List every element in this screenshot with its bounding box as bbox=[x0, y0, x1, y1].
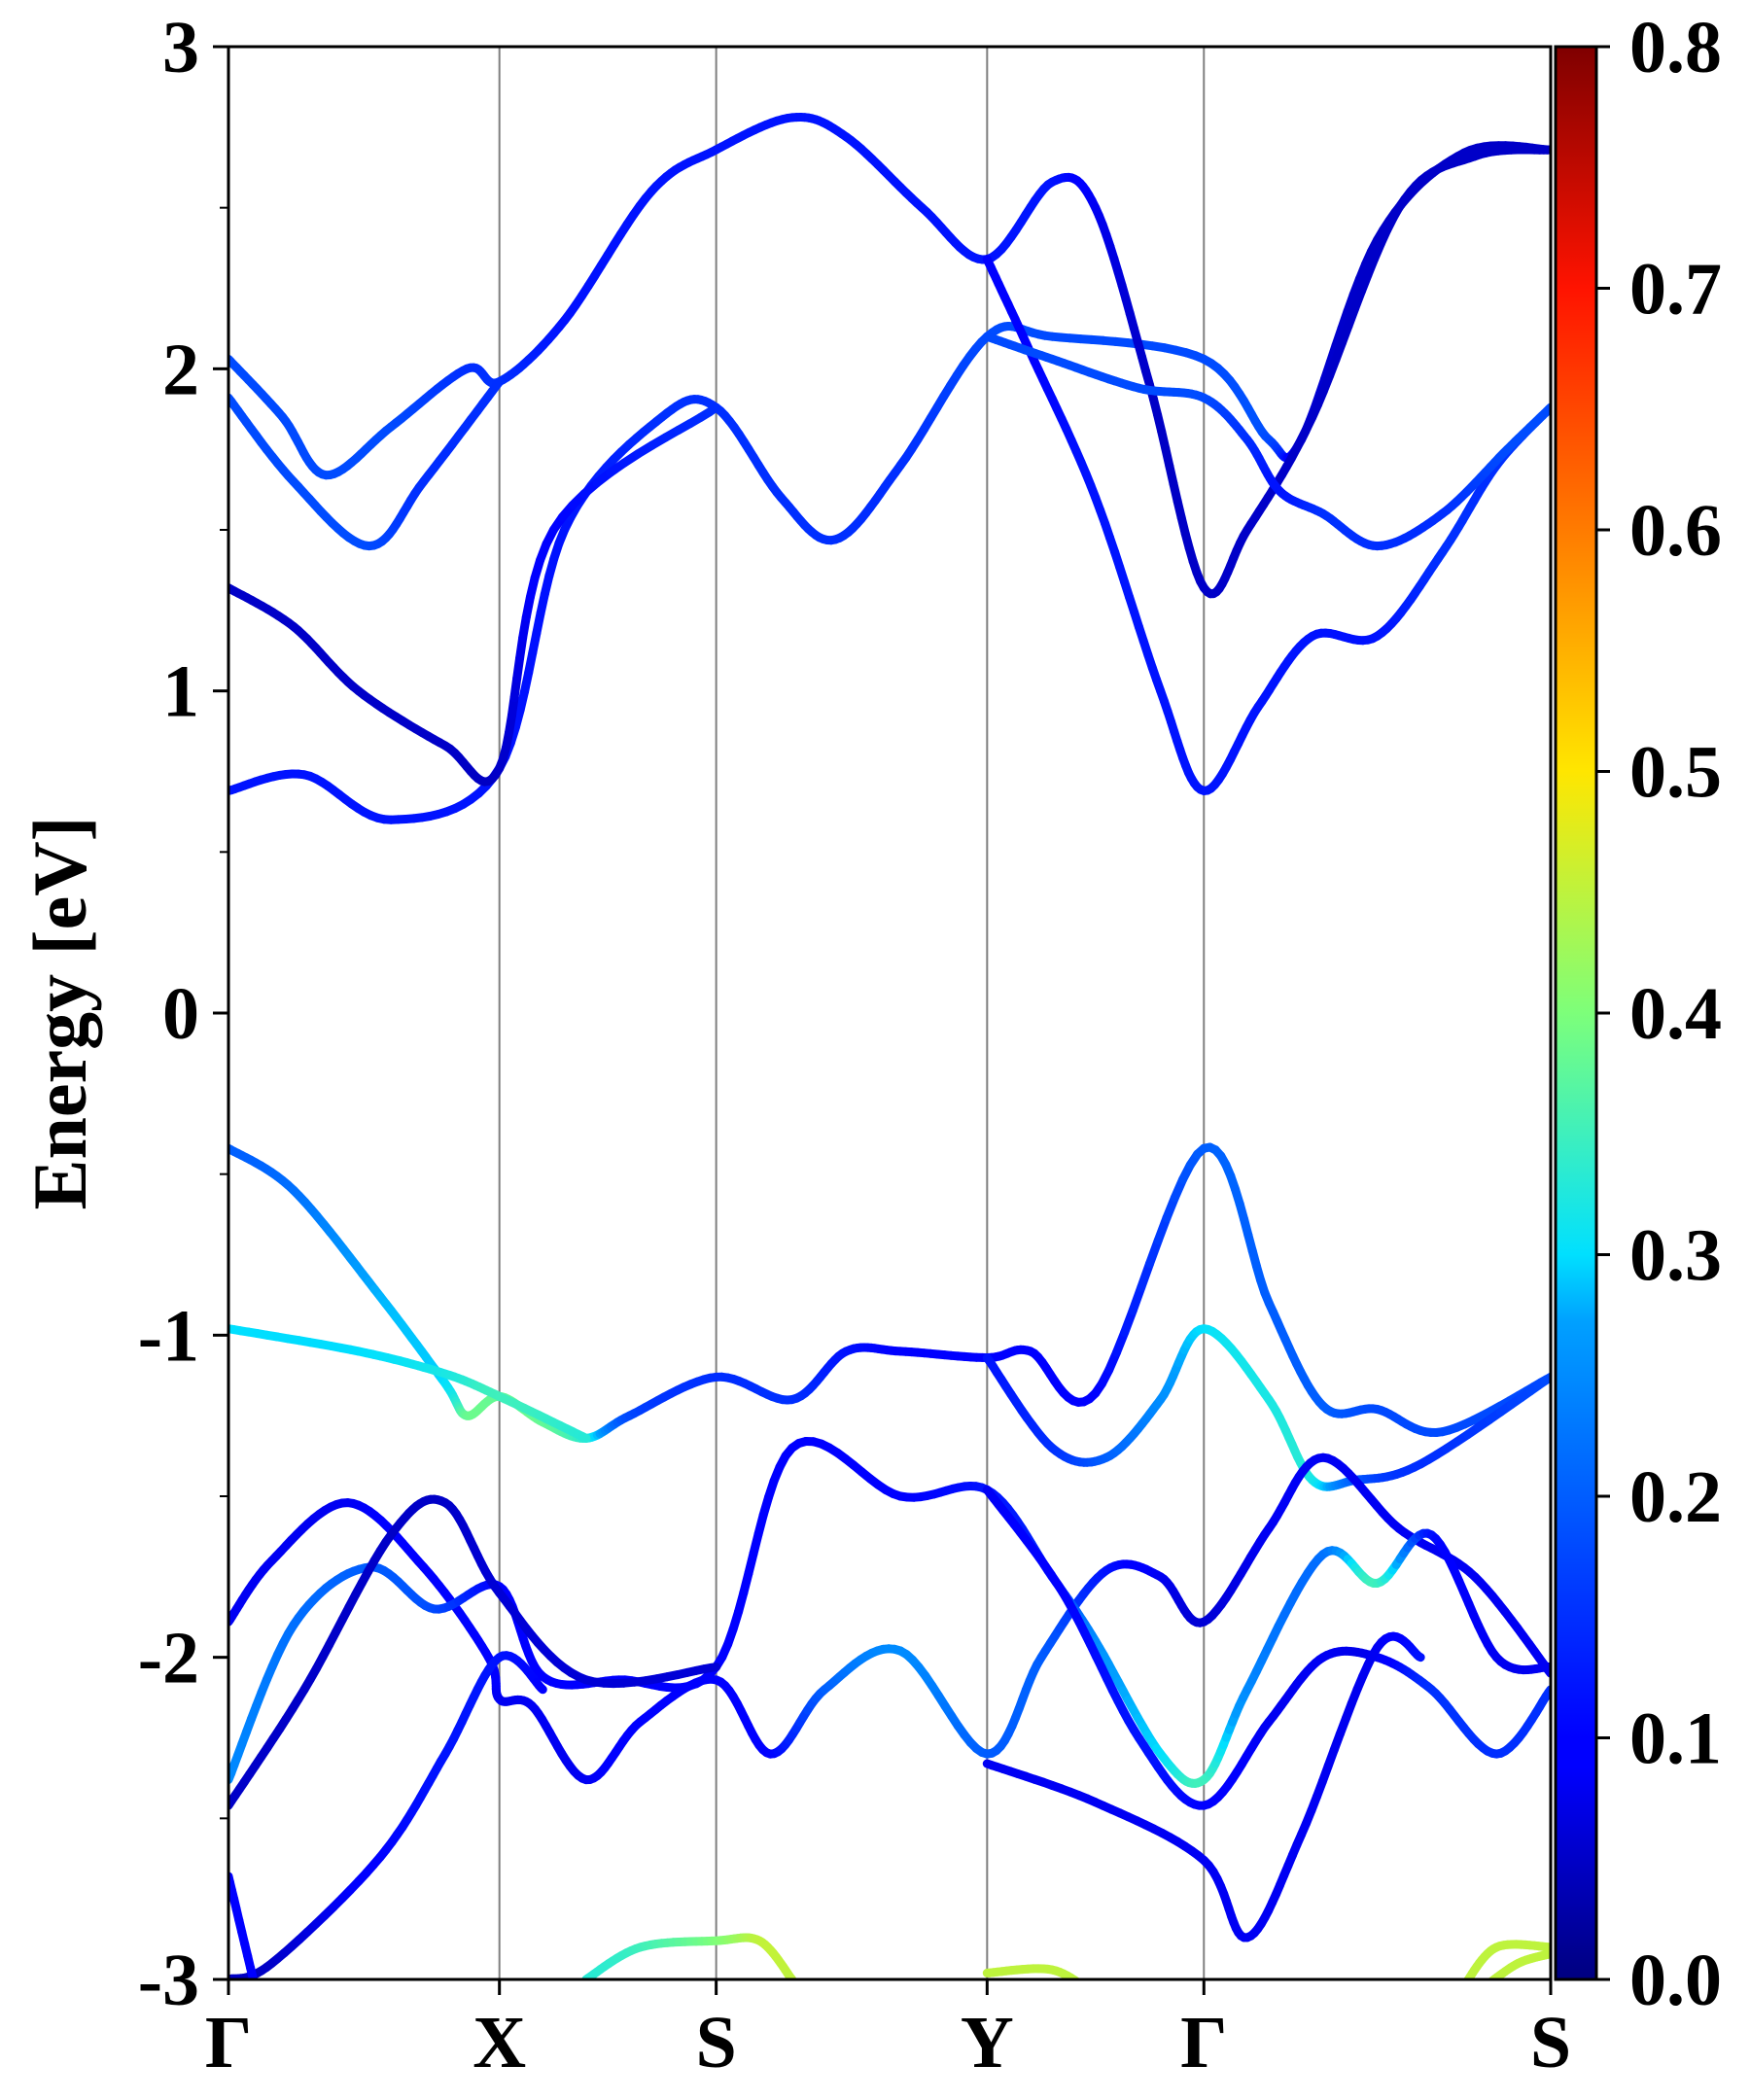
band-segment bbox=[1094, 1994, 1096, 1995]
band-series bbox=[982, 1964, 1096, 1995]
band-segment bbox=[537, 1683, 547, 1695]
band-series bbox=[982, 1631, 1425, 1942]
colorbar-tick-label: 0.8 bbox=[1629, 7, 1722, 88]
band-segment bbox=[1074, 1978, 1082, 1979]
band-segment bbox=[706, 1662, 721, 1672]
colorbar-tick-label: 0.4 bbox=[1629, 973, 1722, 1055]
band-segment bbox=[1464, 1984, 1465, 1986]
x-tick-label: S bbox=[1530, 2002, 1571, 2083]
colorbar-tick-label: 0.2 bbox=[1629, 1456, 1722, 1538]
colorbar bbox=[1554, 45, 1598, 1981]
band-segment bbox=[1090, 1991, 1092, 1993]
band-series bbox=[581, 1933, 797, 1979]
y-tick-label: 3 bbox=[162, 7, 199, 88]
band-series bbox=[228, 113, 1551, 599]
colorbar-tick-label: 0.0 bbox=[1629, 1940, 1722, 2021]
x-tick-label: Y bbox=[961, 2002, 1014, 2083]
y-axis-ticks: -3 -2 -1 0 1 2 3 bbox=[138, 7, 228, 2021]
colorbar-tick-label: 0.3 bbox=[1629, 1215, 1722, 1297]
y-tick-label: 0 bbox=[162, 973, 199, 1055]
band-segment bbox=[1488, 1978, 1489, 1979]
colorbar-tick-label: 0.6 bbox=[1629, 490, 1722, 572]
x-tick-label: Γ bbox=[205, 2002, 252, 2083]
band-series bbox=[982, 1324, 1551, 1491]
colorbar-ticks: 0.0 0.1 0.2 0.3 0.4 0.5 0.6 0.7 0.8 bbox=[1596, 7, 1722, 2021]
band-segment bbox=[1081, 1985, 1084, 1987]
band-segment bbox=[1486, 1985, 1487, 1986]
plot-frame bbox=[227, 45, 1553, 1981]
y-tick-label: -1 bbox=[138, 1295, 199, 1377]
band-series bbox=[982, 332, 1551, 551]
y-tick-label: 2 bbox=[162, 329, 199, 410]
colorbar-tick-label: 0.1 bbox=[1629, 1698, 1722, 1780]
band-segment bbox=[578, 1432, 591, 1443]
y-tick-label: -2 bbox=[138, 1618, 199, 1699]
band-segment bbox=[1084, 1987, 1087, 1989]
y-tick-label: -3 bbox=[138, 1940, 199, 2021]
band-segment bbox=[1087, 1989, 1090, 1991]
band-segment bbox=[1415, 1652, 1425, 1662]
x-tick-label: X bbox=[472, 2002, 526, 2083]
band-segment bbox=[256, 1989, 258, 1998]
band-segment bbox=[705, 402, 721, 417]
y-axis-label: Energy [eV] bbox=[18, 816, 102, 1209]
band-series bbox=[982, 1485, 1551, 1810]
band-series bbox=[228, 1142, 1551, 1443]
band-series bbox=[228, 1651, 547, 1979]
colorbar-tick-label: 0.7 bbox=[1629, 249, 1722, 331]
band-segment bbox=[1092, 1993, 1094, 1995]
y-tick-label: 1 bbox=[162, 651, 199, 733]
band-segment bbox=[1463, 1978, 1471, 1979]
band-lines bbox=[228, 113, 1551, 2012]
band-series bbox=[228, 1872, 261, 2012]
band-series bbox=[228, 1437, 1551, 1788]
band-series bbox=[1462, 1940, 1551, 1986]
band-series bbox=[228, 377, 505, 551]
band-series bbox=[228, 1324, 591, 1443]
x-tick-label: S bbox=[695, 2002, 736, 2083]
band-series bbox=[228, 1452, 1551, 1785]
colorbar-tick-label: 0.5 bbox=[1629, 732, 1722, 814]
x-tick-label: Γ bbox=[1180, 2002, 1227, 2083]
band-segment bbox=[260, 2006, 261, 2012]
band-segment bbox=[1487, 1978, 1494, 1979]
band-series bbox=[1486, 1949, 1551, 1986]
band-segment bbox=[258, 1998, 260, 2006]
band-series bbox=[228, 1494, 721, 1810]
band-segment bbox=[492, 377, 505, 391]
band-series bbox=[228, 402, 721, 787]
band-segment bbox=[1487, 1976, 1497, 1979]
